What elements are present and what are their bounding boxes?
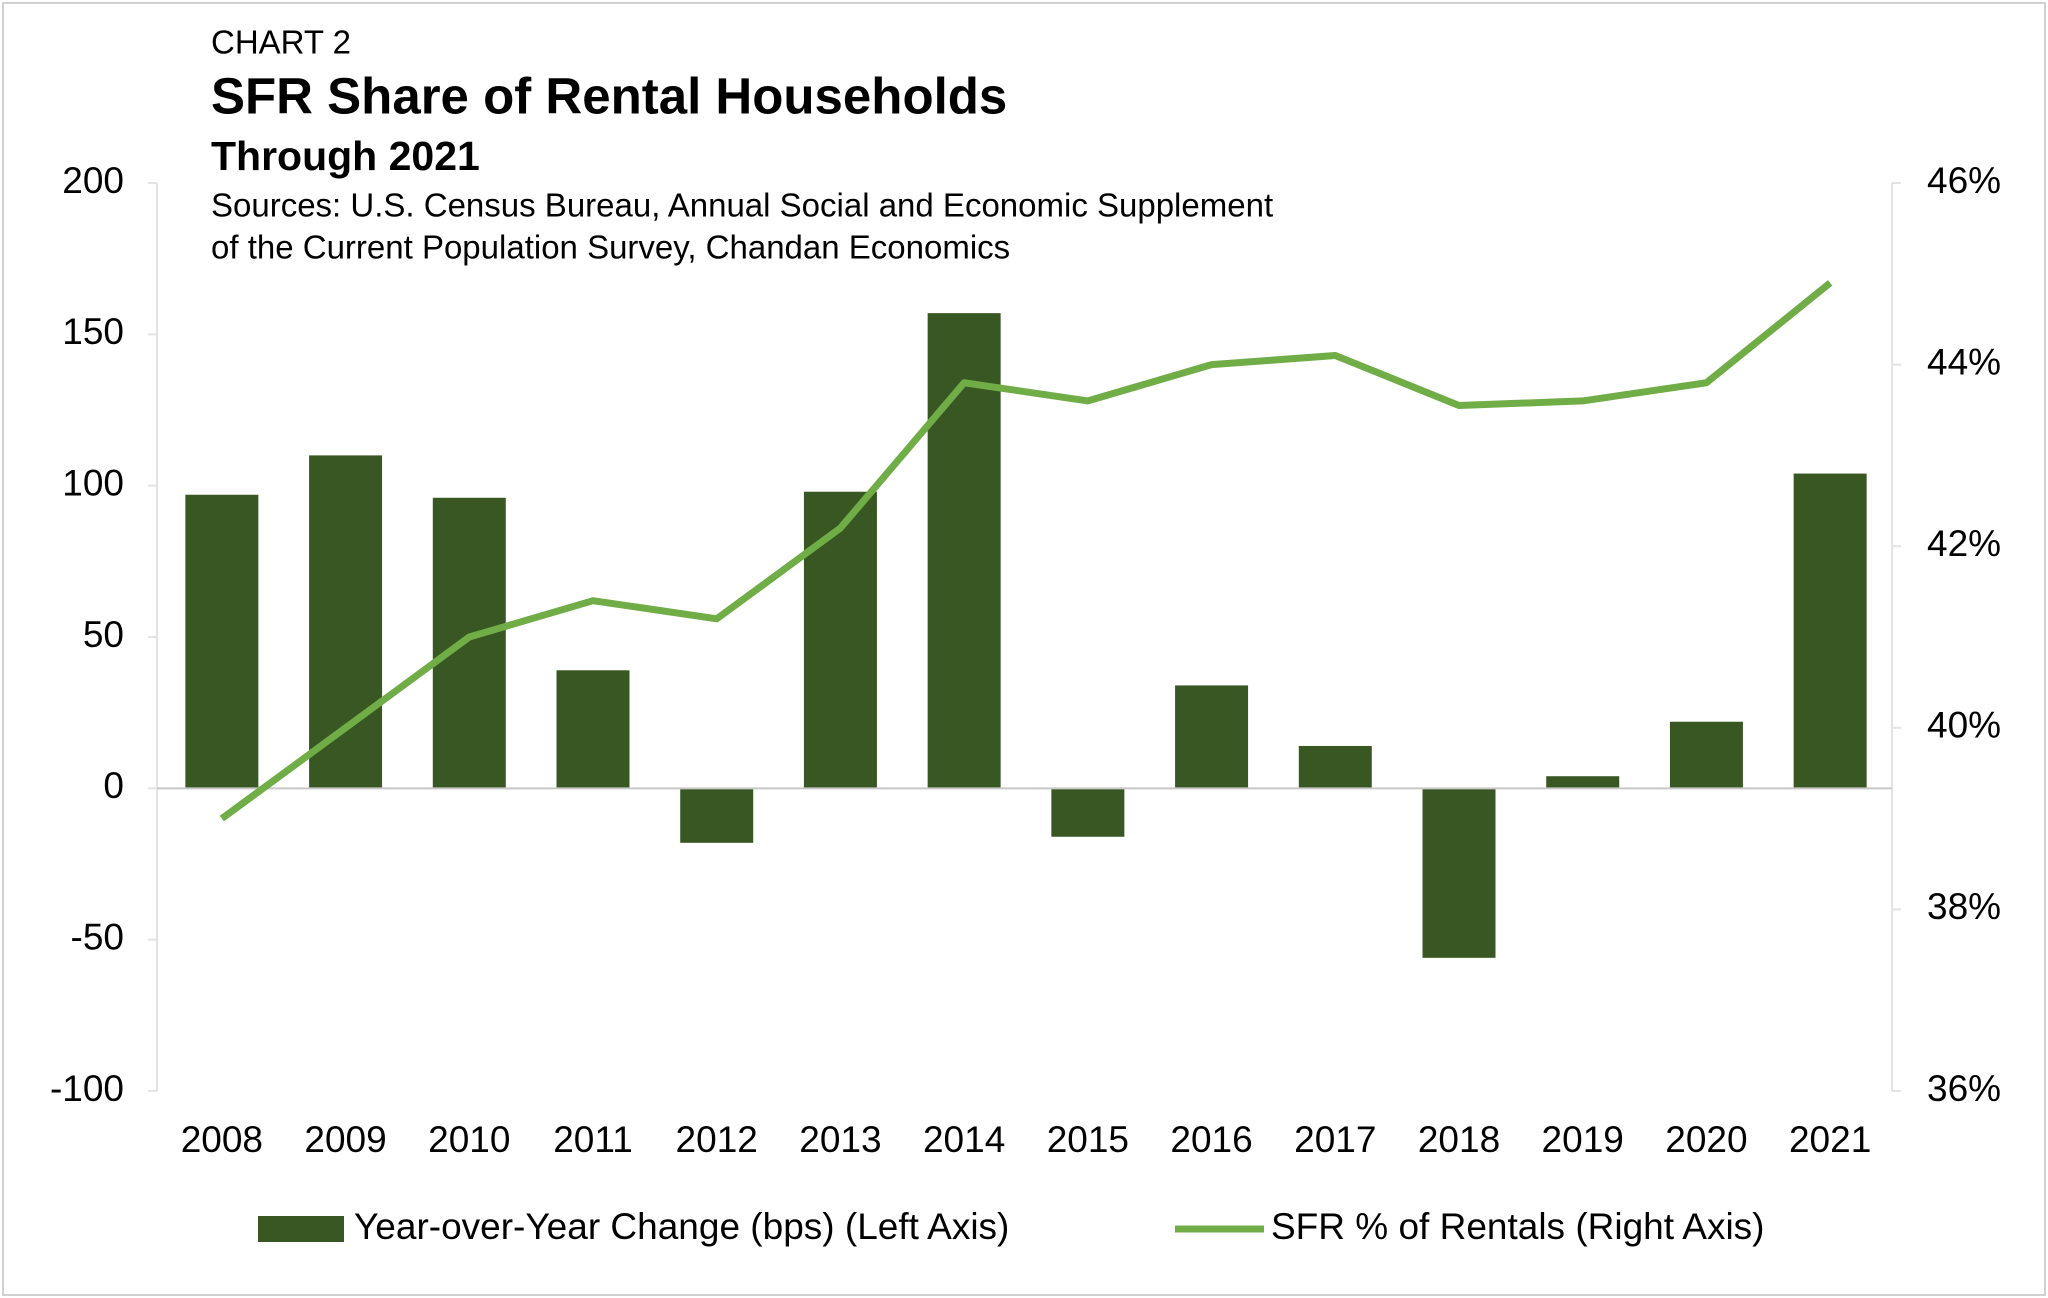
y2-tick-label: 44% xyxy=(1927,341,2001,382)
bar xyxy=(1298,745,1372,789)
line xyxy=(219,280,1833,822)
bar xyxy=(432,497,506,789)
y2-tick-label: 38% xyxy=(1927,886,2001,927)
bar xyxy=(1175,685,1249,789)
bar xyxy=(803,491,877,789)
x-tick-label: 2010 xyxy=(428,1119,510,1160)
x-tick-label: 2012 xyxy=(676,1119,758,1160)
bar xyxy=(1422,788,1496,958)
x-tick-label: 2021 xyxy=(1789,1119,1871,1160)
x-tick-label: 2013 xyxy=(799,1119,881,1160)
bar xyxy=(1793,473,1867,789)
bar xyxy=(1669,721,1743,789)
x-tick-label: 2020 xyxy=(1665,1119,1747,1160)
y2-tick-label: 36% xyxy=(1927,1068,2001,1109)
x-tick-label: 2015 xyxy=(1047,1119,1129,1160)
source-line: of the Current Population Survey, Chanda… xyxy=(211,229,1010,266)
x-tick-label: 2019 xyxy=(1542,1119,1624,1160)
x-tick-label: 2011 xyxy=(553,1119,633,1160)
y2-tick-label: 42% xyxy=(1927,523,2001,564)
y-tick-label: 0 xyxy=(103,765,124,806)
bar xyxy=(680,788,754,843)
source-line: Sources: U.S. Census Bureau, Annual Soci… xyxy=(211,187,1273,224)
bar xyxy=(927,313,1001,789)
x-tick-label: 2016 xyxy=(1170,1119,1252,1160)
x-tick-label: 2008 xyxy=(181,1119,263,1160)
legend-label: Year-over-Year Change (bps) (Left Axis) xyxy=(354,1206,1009,1247)
y-tick-label: 100 xyxy=(62,462,124,503)
x-tick-label: 2014 xyxy=(923,1119,1005,1160)
bar xyxy=(1546,776,1620,789)
y-tick-label: 50 xyxy=(83,614,124,655)
y2-tick-label: 40% xyxy=(1927,705,2001,746)
x-tick-label: 2017 xyxy=(1294,1119,1376,1160)
chart-title: SFR Share of Rental Households xyxy=(211,67,1007,124)
bar xyxy=(556,670,630,789)
legend-swatch xyxy=(258,1216,344,1242)
y-tick-label: -50 xyxy=(71,916,124,957)
y-tick-label: 150 xyxy=(62,311,124,352)
chart-eyebrow: CHART 2 xyxy=(211,24,351,61)
x-tick-label: 2009 xyxy=(304,1119,386,1160)
x-tick-label: 2018 xyxy=(1418,1119,1500,1160)
y-tick-label: -100 xyxy=(50,1068,124,1109)
legend-label: SFR % of Rentals (Right Axis) xyxy=(1271,1206,1764,1247)
bar xyxy=(1051,788,1125,837)
bar xyxy=(185,494,259,789)
bar xyxy=(309,455,383,789)
chart-subtitle: Through 2021 xyxy=(211,133,480,179)
y2-tick-label: 46% xyxy=(1927,160,2001,201)
y-tick-label: 200 xyxy=(62,160,124,201)
